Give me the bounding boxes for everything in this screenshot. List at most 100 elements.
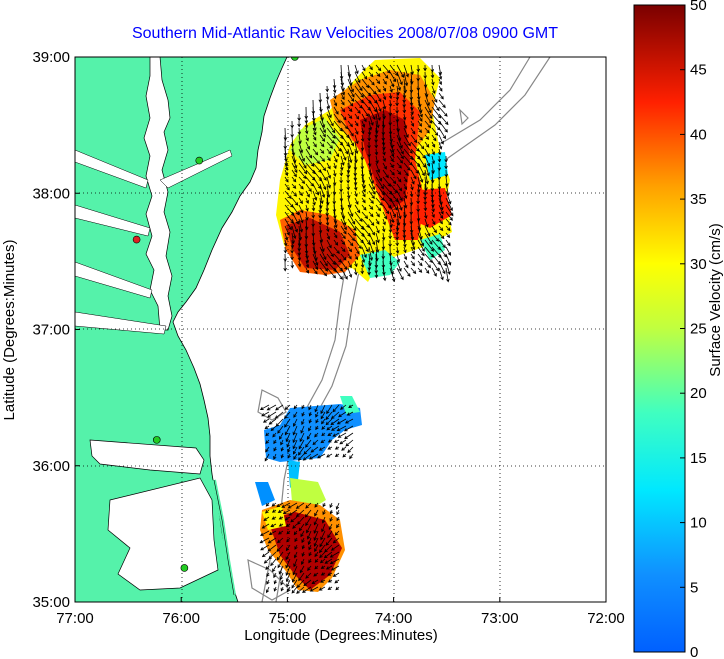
- velocity-arrow: [267, 537, 277, 544]
- velocity-arrow: [268, 551, 277, 560]
- velocity-arrow: [319, 260, 329, 272]
- velocity-arrow: [298, 218, 304, 233]
- velocity-arrow: [353, 183, 358, 191]
- velocity-arrow: [375, 176, 384, 190]
- velocity-arrow: [298, 141, 304, 154]
- map-title: Southern Mid-Atlantic Raw Velocities 200…: [132, 25, 558, 42]
- velocity-arrow: [284, 425, 291, 436]
- velocity-arrow: [280, 446, 285, 452]
- velocity-arrow: [375, 218, 380, 225]
- velocity-arrow: [299, 432, 305, 443]
- velocity-arrow: [303, 446, 312, 455]
- velocity-arrow: [301, 544, 306, 550]
- velocity-arrow: [312, 267, 318, 275]
- velocity-arrow: [375, 169, 383, 182]
- velocity-arrow: [334, 530, 340, 536]
- velocity-arrow: [389, 211, 395, 224]
- velocity-arrow: [403, 71, 409, 87]
- colorbar-tick-label: 5: [690, 579, 698, 596]
- velocity-arrow: [444, 169, 449, 178]
- velocity-arrow: [402, 106, 407, 114]
- velocity-arrow: [321, 516, 326, 524]
- velocity-arrow: [329, 551, 340, 558]
- radar-stations: [132, 57, 299, 572]
- velocity-arrow: [347, 78, 354, 93]
- velocity-arrow: [312, 148, 319, 156]
- velocity-arrow: [375, 78, 381, 85]
- velocity-arrow: [424, 211, 428, 220]
- x-tick-label: 73:00: [481, 610, 519, 627]
- velocity-arrow: [396, 176, 402, 183]
- velocity-arrow: [261, 411, 270, 417]
- velocity-arrow: [325, 418, 333, 426]
- velocity-arrow: [344, 418, 354, 424]
- velocity-arrow: [424, 232, 433, 245]
- velocity-arrow: [294, 537, 298, 543]
- velocity-arrow: [348, 404, 354, 408]
- velocity-arrow: [424, 155, 431, 167]
- velocity-arrow: [430, 64, 435, 73]
- velocity-arrow: [368, 211, 374, 218]
- velocity-arrow: [333, 99, 338, 107]
- velocity-arrow: [290, 239, 295, 249]
- velocity-arrow: [410, 106, 414, 116]
- velocity-arrow: [286, 537, 291, 543]
- velocity-arrow: [273, 572, 277, 579]
- velocity-arrow: [312, 439, 319, 446]
- velocity-arrow: [340, 92, 345, 101]
- velocity-arrow: [382, 71, 389, 79]
- velocity-arrow: [291, 218, 298, 233]
- velocity-arrow: [291, 190, 298, 197]
- velocity-arrow: [336, 418, 347, 425]
- velocity-arrow: [273, 579, 278, 585]
- velocity-arrow: [266, 404, 277, 411]
- velocity-arrow: [260, 544, 270, 551]
- velocity-arrow: [354, 253, 359, 261]
- velocity-arrow: [438, 85, 443, 92]
- velocity-arrow: [295, 509, 305, 518]
- velocity-arrow: [287, 502, 298, 509]
- velocity-arrow: [375, 71, 381, 78]
- velocity-arrow: [409, 197, 414, 206]
- velocity-arrow: [347, 120, 353, 128]
- velocity-arrow: [292, 523, 298, 529]
- velocity-arrow: [291, 183, 297, 189]
- velocity-arrow: [375, 99, 382, 113]
- velocity-arrow: [305, 253, 310, 264]
- velocity-arrow: [396, 71, 403, 86]
- velocity-arrow: [354, 197, 359, 205]
- velocity-arrow: [278, 516, 284, 520]
- velocity-arrow: [298, 446, 305, 456]
- velocity-arrow: [284, 162, 289, 171]
- velocity-arrow: [354, 120, 359, 127]
- velocity-arrow: [431, 260, 440, 272]
- velocity-arrow: [326, 232, 331, 240]
- velocity-arrow: [346, 190, 351, 199]
- velocity-arrow: [300, 558, 305, 566]
- velocity-arrow: [284, 418, 291, 428]
- velocity-arrow: [319, 246, 327, 261]
- velocity-arrow: [292, 418, 298, 427]
- velocity-arrow: [319, 148, 325, 154]
- velocity-arrow: [375, 85, 381, 93]
- velocity-arrow: [324, 544, 333, 553]
- velocity-arrow: [311, 579, 319, 584]
- velocity-arrow: [445, 239, 451, 247]
- velocity-arrow: [294, 544, 298, 550]
- velocity-arrow: [368, 232, 376, 246]
- velocity-arrow: [347, 85, 355, 98]
- velocity-arrow: [291, 155, 298, 169]
- velocity-arrow: [326, 225, 330, 233]
- velocity-arrow: [313, 523, 319, 534]
- velocity-arrow: [403, 253, 408, 261]
- velocity-arrow: [298, 204, 304, 214]
- velocity-arrow: [325, 537, 333, 546]
- velocity-arrow: [307, 565, 312, 571]
- velocity-arrow: [297, 516, 305, 525]
- velocity-arrow: [410, 246, 415, 255]
- velocity-arrow: [280, 439, 284, 446]
- radar-station-marker: [180, 564, 189, 572]
- velocity-arrow: [403, 190, 408, 200]
- radar-station-marker: [291, 57, 299, 61]
- velocity-arrow: [284, 404, 291, 410]
